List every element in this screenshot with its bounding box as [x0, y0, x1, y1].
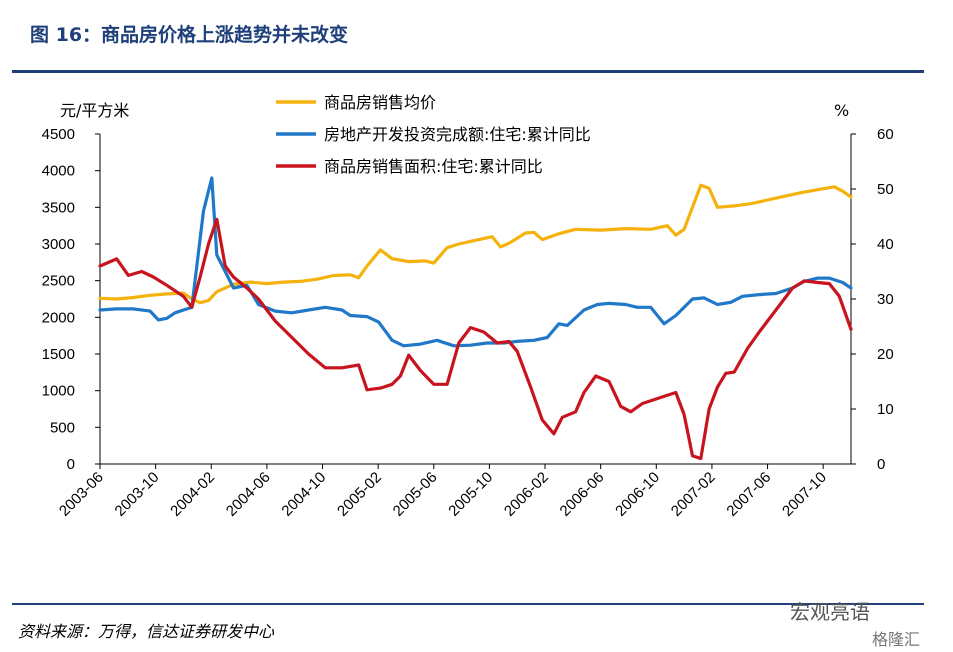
series-line-1	[98, 183, 853, 305]
y-left-tick-label: 500	[50, 419, 75, 436]
series-line-2	[98, 176, 853, 348]
x-tick-label: 2007-10	[779, 469, 830, 520]
y-left-tick-label: 3000	[42, 236, 75, 253]
y-right-tick-label: 40	[877, 236, 894, 253]
legend-label-3: 商品房销售面积:住宅:累计同比	[324, 157, 543, 176]
y-left-tick-label: 2500	[42, 273, 75, 290]
x-tick-label: 2005-02	[334, 469, 385, 520]
x-tick-label: 2007-06	[723, 469, 774, 520]
x-tick-label: 2007-02	[668, 469, 719, 520]
source-note: 资料来源：万得，信达证券研发中心	[18, 622, 275, 641]
watermark-sub: 格隆汇	[872, 630, 921, 649]
y-right-tick-label: 20	[877, 346, 894, 363]
y-left-tick-label: 4000	[42, 163, 75, 180]
top-rule	[12, 70, 924, 73]
watermark-text: 宏观亮语	[790, 600, 870, 624]
x-tick-label: 2003-10	[112, 469, 163, 520]
figure-title: 图 16：商品房价格上涨趋势并未改变	[30, 24, 349, 46]
bottom-rule	[12, 603, 924, 605]
legend-label-2: 房地产开发投资完成额:住宅:累计同比	[324, 125, 591, 144]
y-right-unit: %	[834, 101, 849, 120]
y-right-tick-label: 50	[877, 181, 894, 198]
y-right-tick-label: 30	[877, 291, 894, 308]
y-left-tick-label: 2000	[42, 309, 75, 326]
y-left-tick-label: 4500	[42, 126, 75, 143]
x-tick-label: 2004-10	[278, 469, 329, 520]
legend-label-1: 商品房销售均价	[324, 93, 436, 112]
line-chart: 0 500 1000 1500 2000 2500 3000 3500 4000 4500 0 10 2…	[42, 93, 894, 520]
y-left-tick-label: 1000	[42, 383, 75, 400]
x-tick-label: 2005-10	[445, 469, 496, 520]
x-tick-label: 2006-02	[501, 469, 552, 520]
x-tick-label: 2004-02	[167, 469, 218, 520]
y-left-tick-label: 3500	[42, 199, 75, 216]
x-tick-label: 2006-10	[612, 469, 663, 520]
y-left-tick-label: 0	[67, 456, 75, 473]
y-right-tick-label: 0	[877, 456, 885, 473]
y-left-tick-label: 1500	[42, 346, 75, 363]
x-tick-label: 2003-06	[56, 469, 107, 520]
y-right-tick-label: 10	[877, 401, 894, 418]
y-left-unit: 元/平方米	[60, 101, 129, 120]
x-tick-label: 2005-06	[390, 469, 441, 520]
series-line-3	[98, 217, 853, 461]
x-tick-label: 2006-06	[557, 469, 608, 520]
series-layer	[98, 176, 853, 461]
y-right-tick-label: 60	[877, 126, 894, 143]
x-tick-label: 2004-06	[223, 469, 274, 520]
